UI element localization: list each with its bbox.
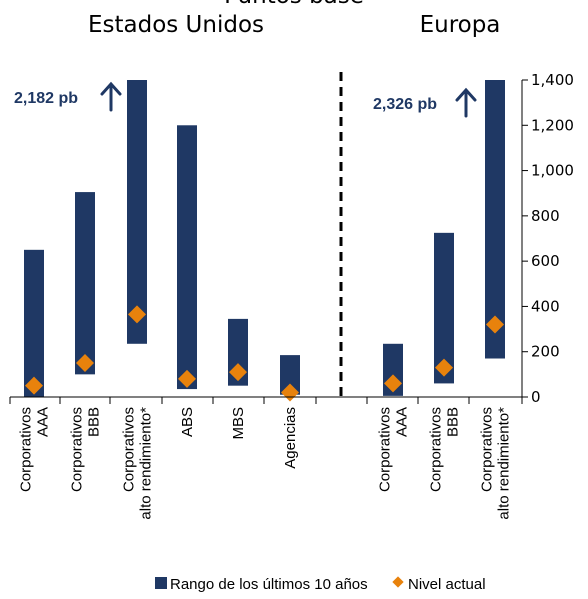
category-label: Corporativos — [428, 407, 445, 492]
category-label: Corporativos — [69, 407, 86, 492]
category-label: Corporativos — [121, 407, 138, 492]
range-bar — [75, 192, 95, 375]
up-arrow-icon — [455, 87, 477, 118]
y-tick-label: 600 — [531, 252, 560, 270]
x-axis: Corporativos AAA Corporativos BBB Corporativ… — [9, 396, 523, 520]
category-label: alto rendimiento* — [138, 407, 155, 520]
category-label: AAA — [394, 407, 411, 437]
range-bar — [485, 80, 505, 359]
chart-top-partial-text: Puntos base — [224, 0, 364, 9]
current-level-marker — [486, 315, 504, 334]
y-axis: 0 200 400 600 800 1,000 1,200 1,400 — [521, 71, 574, 406]
y-tick-label: 1,400 — [531, 71, 574, 89]
category-label: BBB — [445, 407, 462, 437]
range-bar — [280, 355, 300, 395]
range-bar — [24, 249, 44, 397]
current-level-marker — [76, 354, 94, 373]
current-level-marker — [435, 358, 453, 377]
up-arrow-icon — [100, 81, 122, 112]
current-level-marker — [178, 369, 196, 388]
y-tick-label: 1,000 — [531, 162, 574, 180]
legend: Rango de los últimos 10 años Nivel actua… — [155, 576, 486, 593]
legend-swatch-current — [392, 576, 404, 588]
current-level-marker — [229, 363, 247, 382]
current-level-marker — [384, 374, 402, 393]
y-tick-label: 1,200 — [531, 116, 574, 134]
chart-title-us: Estados Unidos — [88, 12, 264, 38]
range-bar — [127, 80, 147, 344]
category-label: ABS — [179, 407, 196, 437]
range-bar — [434, 232, 454, 384]
category-label: AAA — [35, 407, 52, 437]
category-label: MBS — [230, 407, 247, 440]
category-label: Agencias — [282, 407, 299, 469]
current-level-marker — [128, 305, 146, 324]
category-label: BBB — [86, 407, 103, 437]
y-tick-label: 800 — [531, 207, 560, 225]
legend-label-range: Rango de los últimos 10 años — [170, 576, 368, 593]
annotation-us: 2,182 pb — [14, 90, 78, 107]
current-level-marker — [25, 376, 43, 395]
y-tick-label: 0 — [531, 388, 541, 406]
category-label: Corporativos — [18, 407, 35, 492]
chart-title-europe: Europa — [420, 12, 501, 38]
category-label: alto rendimiento* — [496, 407, 513, 520]
range-bar — [177, 125, 197, 390]
legend-label-current: Nivel actual — [408, 576, 486, 593]
category-label: Corporativos — [377, 407, 394, 492]
y-tick-label: 200 — [531, 343, 560, 361]
legend-swatch-range — [155, 577, 167, 589]
plot-area — [24, 80, 505, 402]
y-tick-label: 400 — [531, 297, 560, 315]
annotation-europe: 2,326 pb — [373, 96, 437, 113]
category-label: Corporativos — [479, 407, 496, 492]
